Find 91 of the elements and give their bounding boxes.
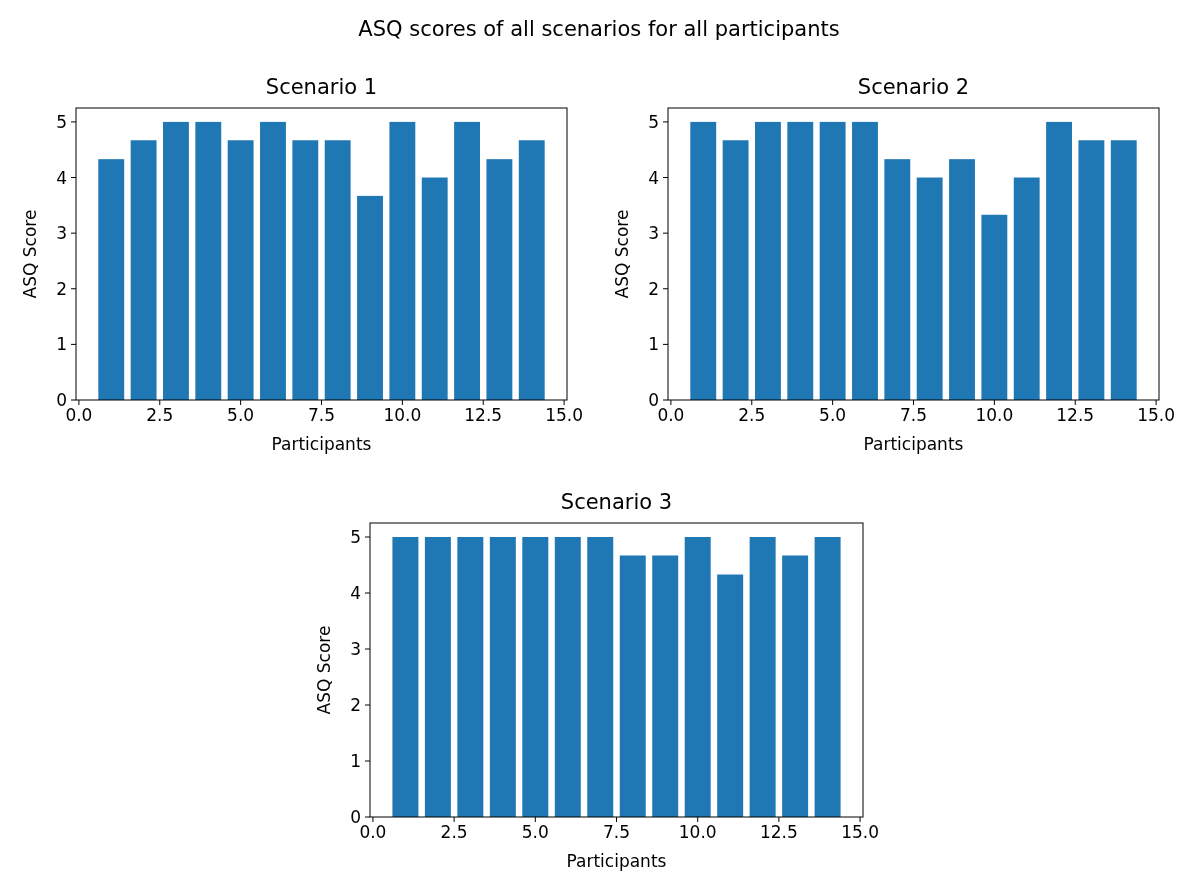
bar xyxy=(522,537,549,817)
bar xyxy=(486,159,513,400)
y-tick-label: 4 xyxy=(648,167,659,188)
bar xyxy=(163,121,189,400)
y-tick-label: 1 xyxy=(350,751,361,771)
x-tick-label: 15.0 xyxy=(1137,405,1176,425)
y-tick-label: 3 xyxy=(56,223,67,244)
bar xyxy=(392,537,419,817)
x-tick-label: 2.5 xyxy=(146,405,174,425)
x-tick-label: 12.5 xyxy=(759,822,798,842)
y-axis-title: ASQ Score xyxy=(20,209,40,299)
x-tick-label: 2.5 xyxy=(440,822,468,842)
x-tick-label: 2.5 xyxy=(738,405,766,425)
bar xyxy=(324,140,351,400)
bar xyxy=(852,121,878,400)
x-tick-label: 12.5 xyxy=(1056,405,1095,425)
bar xyxy=(554,537,581,817)
bar xyxy=(916,177,943,400)
bar xyxy=(518,140,545,400)
bar xyxy=(195,121,222,400)
x-tick-label: 7.5 xyxy=(602,822,631,842)
bar xyxy=(357,195,383,400)
x-tick-label: 5.0 xyxy=(227,405,255,425)
bar xyxy=(1110,140,1137,400)
x-axis-title: Participants xyxy=(271,434,372,454)
y-tick-label: 2 xyxy=(648,278,659,299)
x-tick-label: 15.0 xyxy=(841,822,880,842)
bar xyxy=(819,121,846,400)
bar xyxy=(454,121,480,400)
x-tick-label: 7.5 xyxy=(307,405,336,425)
bar xyxy=(684,537,711,817)
bar xyxy=(787,121,814,400)
x-tick-label: 5.0 xyxy=(521,822,549,842)
bar xyxy=(130,140,157,400)
x-tick-label: 0.0 xyxy=(65,405,93,425)
bar xyxy=(1046,121,1072,400)
y-tick-label: 2 xyxy=(56,278,67,299)
y-tick-label: 5 xyxy=(56,111,67,132)
x-axis-title: Participants xyxy=(863,434,964,454)
bar xyxy=(424,537,451,817)
bar xyxy=(749,537,776,817)
bar xyxy=(717,574,744,817)
y-tick-label: 5 xyxy=(350,527,361,547)
x-tick-label: 5.0 xyxy=(819,405,847,425)
bar xyxy=(722,140,749,400)
chart-title: Scenario 3 xyxy=(560,490,673,514)
bar xyxy=(389,121,416,400)
y-tick-label: 1 xyxy=(56,334,67,355)
x-tick-label: 0.0 xyxy=(657,405,685,425)
x-tick-label: 10.0 xyxy=(383,405,422,425)
bar xyxy=(1078,140,1105,400)
bar xyxy=(1013,177,1040,400)
y-tick-label: 3 xyxy=(350,639,361,659)
bar xyxy=(619,555,646,817)
y-tick-label: 0 xyxy=(648,390,659,410)
bar xyxy=(292,140,319,400)
x-tick-label: 15.0 xyxy=(545,405,584,425)
x-tick-label: 7.5 xyxy=(899,405,928,425)
y-tick-label: 4 xyxy=(56,167,67,188)
bar xyxy=(652,555,679,817)
bar xyxy=(421,177,448,400)
y-axis-title: ASQ Score xyxy=(314,625,334,715)
bar xyxy=(981,214,1008,400)
bar xyxy=(260,121,286,400)
x-axis-title: Participants xyxy=(566,851,667,871)
bar xyxy=(489,537,516,817)
x-tick-label: 0.0 xyxy=(359,822,387,842)
bar xyxy=(690,121,717,400)
bar xyxy=(782,555,809,817)
y-tick-label: 0 xyxy=(56,390,67,410)
bar xyxy=(949,159,975,400)
y-tick-label: 1 xyxy=(648,334,659,355)
bar xyxy=(457,537,484,817)
x-tick-label: 10.0 xyxy=(975,405,1014,425)
chart-title: Scenario 2 xyxy=(857,75,970,99)
y-axis-title: ASQ Score xyxy=(612,209,632,299)
y-tick-label: 2 xyxy=(350,695,361,715)
text: ASQ scores of all scenarios for all participants xyxy=(358,17,840,41)
bar xyxy=(227,140,254,400)
y-tick-label: 4 xyxy=(350,583,361,603)
y-tick-label: 0 xyxy=(350,807,361,827)
bar xyxy=(884,159,911,400)
y-tick-label: 3 xyxy=(648,223,659,244)
chart-title: Scenario 1 xyxy=(265,75,378,99)
bar xyxy=(814,537,841,817)
bar xyxy=(755,121,781,400)
x-tick-label: 10.0 xyxy=(678,822,717,842)
x-tick-label: 12.5 xyxy=(464,405,503,425)
y-tick-label: 5 xyxy=(648,111,659,132)
bar xyxy=(98,159,125,400)
bar xyxy=(587,537,614,817)
